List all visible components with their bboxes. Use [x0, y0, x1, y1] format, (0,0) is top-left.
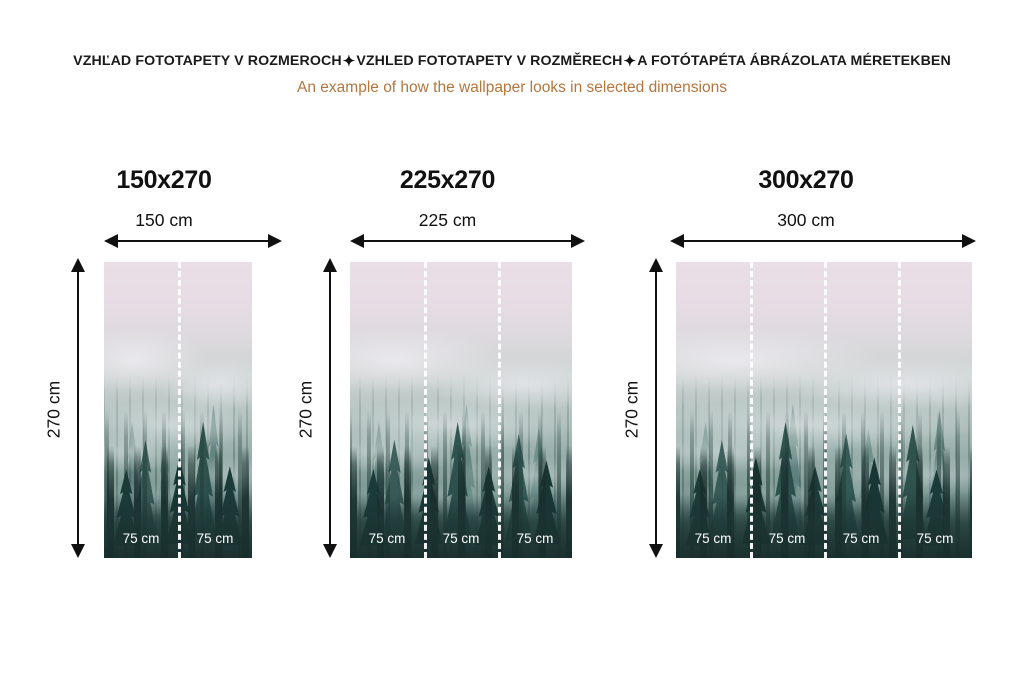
panel-height-label: 270 cm — [43, 380, 64, 439]
arrow-shaft — [360, 240, 575, 243]
strip-label: 75 cm — [196, 531, 234, 546]
arrow-head-up-icon — [71, 258, 85, 272]
wallpaper-preview-300x270: 75 cm 75 cm 75 cm 75 cm — [676, 262, 972, 558]
height-dimension-arrow-300 — [648, 258, 664, 558]
strip-label: 75 cm — [516, 531, 554, 546]
strip-seam — [497, 262, 501, 558]
size-panel-225x270: 225x270 225 cm — [310, 165, 585, 249]
arrow-head-left-icon — [670, 234, 684, 248]
strip-label: 75 cm — [442, 531, 480, 546]
arrow-head-left-icon — [350, 234, 364, 248]
strip-seam — [824, 262, 827, 558]
strip-seam — [750, 262, 753, 558]
arrow-head-left-icon — [104, 234, 118, 248]
strip-label: 75 cm — [916, 531, 954, 546]
arrow-shaft — [77, 268, 80, 548]
width-dimension-arrow — [104, 233, 282, 249]
arrow-head-down-icon — [323, 544, 337, 558]
wallpaper-preview-225x270: 75 cm 75 cm 75 cm — [350, 262, 572, 558]
panel-width-label: 150 cm — [135, 210, 193, 230]
height-dimension-arrow-150 — [70, 258, 86, 558]
page-title: VZHĽAD FOTOTAPETY V ROZMEROCH✦VZHLED FOT… — [73, 53, 951, 70]
panel-height-label: 270 cm — [621, 380, 642, 439]
arrow-head-right-icon — [268, 234, 282, 248]
arrow-head-down-icon — [71, 544, 85, 558]
arrow-shaft — [114, 240, 272, 243]
strip-label: 75 cm — [122, 531, 160, 546]
arrow-head-up-icon — [323, 258, 337, 272]
panel-height-label: 270 cm — [295, 380, 316, 439]
strip-label: 75 cm — [768, 531, 806, 546]
strip-seam — [423, 262, 427, 558]
panel-width-label: 300 cm — [777, 210, 835, 230]
strip-label: 75 cm — [368, 531, 406, 546]
strip-label: 75 cm — [842, 531, 880, 546]
width-dimension-arrow — [670, 233, 976, 249]
arrow-shaft — [680, 240, 966, 243]
arrow-shaft — [329, 268, 332, 548]
height-dimension-arrow-225 — [322, 258, 338, 558]
strip-seam — [178, 262, 181, 558]
size-panel-300x270: 300x270 300 cm — [636, 165, 976, 249]
width-dimension-arrow — [350, 233, 585, 249]
title-part-hu: A FOTÓTAPÉTA ÁBRÁZOLATA MÉRETEKBEN — [637, 53, 951, 69]
panel-width-label: 225 cm — [418, 210, 477, 230]
size-panel-150x270: 150x270 150 cm — [46, 165, 282, 249]
strip-label: 75 cm — [694, 531, 732, 546]
page-subtitle: An example of how the wallpaper looks in… — [297, 79, 727, 96]
forest-floor — [350, 492, 572, 558]
wallpaper-preview-150x270: 75 cm 75 cm — [104, 262, 252, 558]
panel-title: 225x270 — [399, 166, 496, 194]
strip-seam — [898, 262, 901, 558]
arrow-head-right-icon — [571, 234, 585, 248]
arrow-head-down-icon — [649, 544, 663, 558]
title-part-sk: VZHĽAD FOTOTAPETY V ROZMEROCH — [73, 53, 342, 69]
panel-title: 150x270 — [116, 166, 212, 194]
arrow-head-up-icon — [649, 258, 663, 272]
title-part-cs: VZHLED FOTOTAPETY V ROZMĚRECH — [356, 53, 623, 69]
arrow-head-right-icon — [962, 234, 976, 248]
header: VZHĽAD FOTOTAPETY V ROZMEROCH✦VZHLED FOT… — [0, 52, 1024, 97]
panel-title: 300x270 — [758, 166, 854, 194]
arrow-shaft — [655, 268, 658, 548]
